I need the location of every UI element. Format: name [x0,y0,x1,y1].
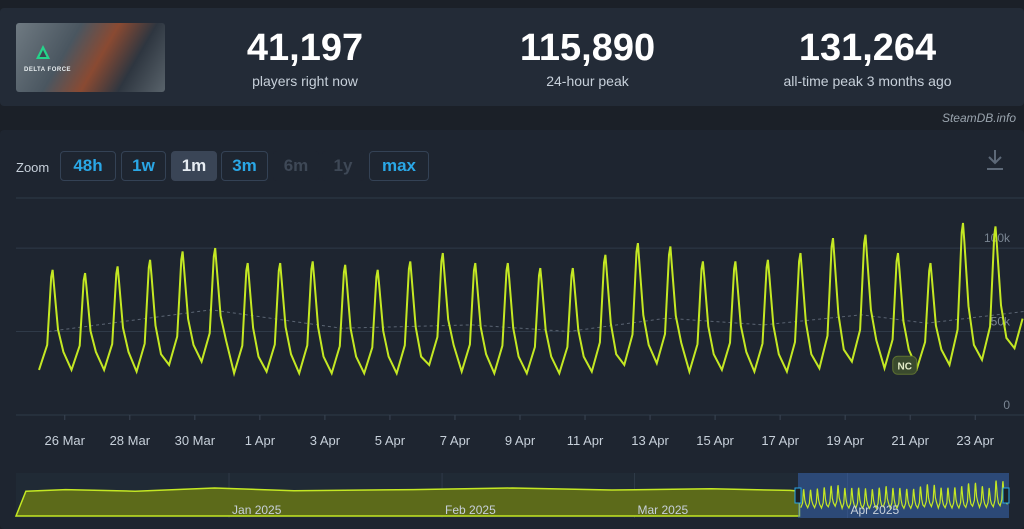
steamdb-attribution[interactable]: SteamDB.info [941,111,1016,125]
navigator-month-label: Feb 2025 [445,503,496,517]
chart-grid [16,197,1024,416]
current-players-label: players right now [252,73,358,89]
zoom-label: Zoom [16,160,50,175]
peak-24h-value: 115,890 [519,27,656,69]
y-tick-label: 50k [991,315,1011,329]
stats-card: DELTA FORCE 41,197 players right now 115… [0,8,1024,106]
annotation-label: NC [898,361,912,372]
y-tick-label: 100k [984,231,1011,245]
all-time-peak-label: all-time peak 3 months ago [783,73,952,89]
download-icon[interactable] [984,148,1006,172]
player-count-chart[interactable]: 0 50k 100k 26 Mar 28 Mar 30 Mar 1 Apr 3 Apr 5 A… [0,190,1024,455]
x-tick-label: 19 Apr [826,433,864,448]
y-axis-ticks: 0 50k 100k [984,231,1011,412]
navigator-selected-series [800,480,1010,511]
peak-24h-label: 24-hour peak [546,73,629,89]
x-tick-label: 21 Apr [891,433,929,448]
navigator-right-handle[interactable] [1002,487,1010,504]
zoom-1y-button: 1y [322,151,364,181]
annotation-badge[interactable] [892,355,918,375]
x-tick-label: 23 Apr [956,433,994,448]
x-tick-label: 30 Mar [175,433,216,448]
current-players-value: 41,197 [246,27,364,69]
x-tick-label: 15 Apr [696,433,734,448]
players-series-line [38,222,1024,378]
x-tick-label: 17 Apr [761,433,799,448]
zoom-48h-button[interactable]: 48h [60,151,116,181]
zoom-1m-button[interactable]: 1m [171,151,217,181]
game-thumbnail[interactable]: DELTA FORCE [16,23,165,92]
x-tick-label: 7 Apr [440,433,471,448]
x-tick-label: 1 Apr [245,433,276,448]
annotation-nc[interactable]: NC [892,355,918,375]
all-time-peak-stat: 131,264 all-time peak 3 months ago [755,28,980,89]
zoom-6m-button: 6m [273,151,319,181]
y-tick-label: 0 [1003,398,1010,412]
x-tick-label: 3 Apr [310,433,341,448]
navigator-left-handle[interactable] [794,487,802,504]
navigator-month-label: Jan 2025 [232,503,282,517]
current-players-stat: 41,197 players right now [230,28,380,89]
peak-24h-stat: 115,890 24-hour peak [500,28,675,89]
zoom-3m-button[interactable]: 3m [221,151,268,181]
x-tick-label: 9 Apr [505,433,536,448]
game-logo-text: DELTA FORCE [24,67,72,73]
all-time-peak-value: 131,264 [798,27,937,69]
x-tick-label: 13 Apr [631,433,669,448]
chart-card [0,130,1024,529]
x-tick-label: 28 Mar [110,433,151,448]
navigator-selected-window[interactable] [798,473,1009,518]
delta-force-logo-icon [36,45,50,59]
navigator-month-label: Apr 2025 [851,503,900,517]
x-tick-label: 5 Apr [375,433,406,448]
x-axis-ticks: 26 Mar 28 Mar 30 Mar 1 Apr 3 Apr 5 Apr 7 Apr 9 … [45,415,995,448]
navigator-month-label: Mar 2025 [637,503,688,517]
zoom-max-button[interactable]: max [369,151,429,181]
range-navigator[interactable]: Jan 2025 Feb 2025 Mar 2025 Apr 2025 [0,470,1024,525]
x-tick-label: 26 Mar [45,433,86,448]
navigator-labels: Jan 2025 Feb 2025 Mar 2025 Apr 2025 [232,503,900,517]
x-tick-label: 11 Apr [567,433,604,448]
zoom-1w-button[interactable]: 1w [121,151,166,181]
